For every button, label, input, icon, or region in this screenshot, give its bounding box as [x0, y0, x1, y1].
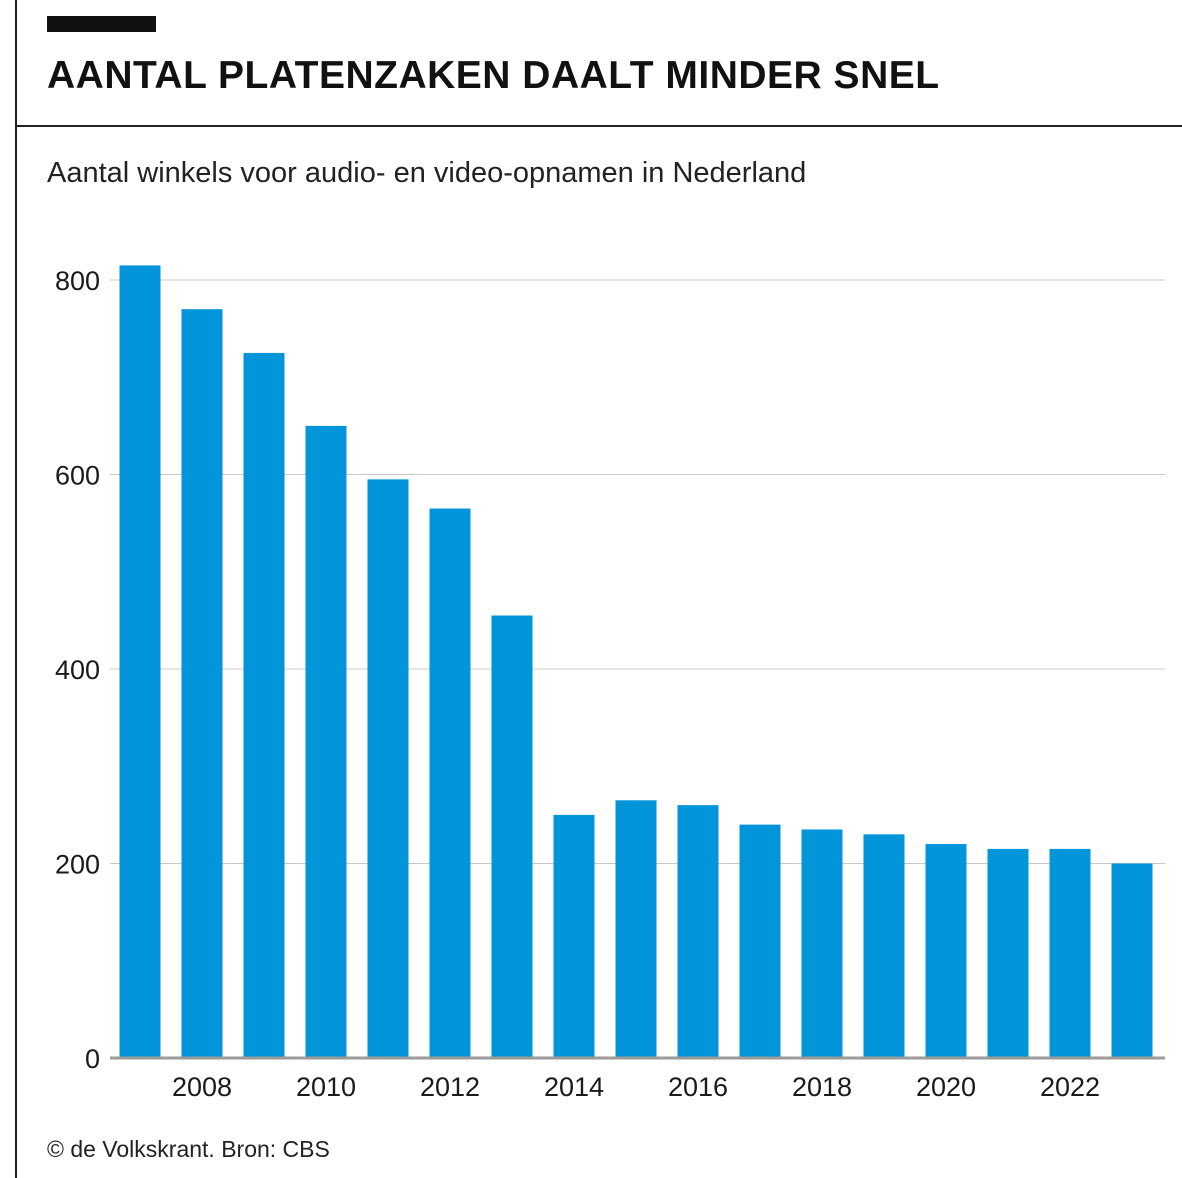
x-tick-label: 2008 [172, 1072, 232, 1102]
y-tick-label: 200 [55, 850, 100, 880]
bar-2023 [1111, 863, 1153, 1058]
bar-2020 [925, 844, 967, 1058]
y-axis-ticks: 0 200 400 600 800 [55, 266, 100, 1074]
x-tick-label: 2010 [296, 1072, 356, 1102]
bar-2015 [615, 800, 657, 1058]
bar-2008 [181, 309, 223, 1058]
bar-2016 [677, 805, 719, 1058]
bar-2009 [243, 352, 285, 1058]
x-tick-label: 2020 [916, 1072, 976, 1102]
x-tick-label: 2016 [668, 1072, 728, 1102]
y-tick-label: 600 [55, 461, 100, 491]
bar-2022 [1049, 848, 1091, 1058]
bar-2014 [553, 814, 595, 1058]
x-tick-label: 2012 [420, 1072, 480, 1102]
frame-left-border [15, 0, 17, 1178]
x-tick-label: 2014 [544, 1072, 604, 1102]
source-credit: © de Volkskrant. Bron: CBS [47, 1136, 330, 1162]
bar-2011 [367, 479, 409, 1058]
header-accent-bar [47, 16, 156, 32]
x-axis-ticks: 2008 2010 2012 2014 2016 2018 2020 2022 [172, 1072, 1100, 1102]
header-divider [15, 125, 1182, 127]
y-tick-label: 400 [55, 655, 100, 685]
bar-2012 [429, 508, 471, 1059]
chart-title: AANTAL PLATENZAKEN DAALT MINDER SNEL [47, 54, 940, 97]
x-tick-label: 2018 [792, 1072, 852, 1102]
bar-2018 [801, 829, 843, 1058]
bars [119, 265, 1153, 1059]
y-tick-label: 800 [55, 266, 100, 296]
bar-2007 [119, 265, 161, 1059]
chart-subtitle: Aantal winkels voor audio- en video-opna… [47, 157, 807, 189]
x-tick-label: 2022 [1040, 1072, 1100, 1102]
bar-2013 [491, 615, 533, 1058]
bar-2019 [863, 834, 905, 1058]
bar-2017 [739, 824, 781, 1058]
bar-2021 [987, 848, 1029, 1058]
y-tick-label: 0 [85, 1044, 100, 1074]
bar-2010 [305, 425, 347, 1058]
